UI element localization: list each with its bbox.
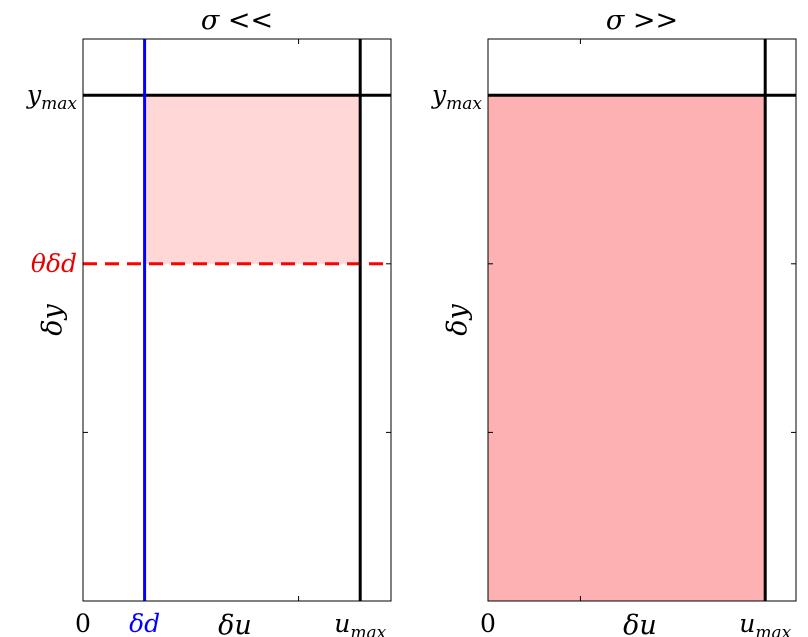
chart-2: 0 umax ymax σ >> δu δy — [431, 5, 797, 637]
chart-1-x-tick-label-3: umax — [334, 609, 386, 637]
chart-1: 0 δd umax θδd ymax σ << δu δy — [26, 5, 392, 637]
chart-1-y-tick-label-2: ymax — [26, 80, 77, 114]
chart-1-x-axis-label: δu — [218, 610, 252, 637]
chart-1-y-tick-label-1: θδd — [31, 249, 77, 278]
chart-1-x-tick-label-0: 0 — [75, 609, 91, 637]
chart-2-x-tick-label-0: 0 — [480, 609, 496, 637]
chart-1-title: σ << — [201, 5, 273, 36]
chart-1-shaded-region — [144, 95, 361, 264]
chart-2-title: σ >> — [606, 5, 678, 36]
chart-2-y-tick-label-2: ymax — [431, 80, 482, 114]
chart-1-x-tick-label-1: δd — [129, 609, 160, 637]
chart-2-y-axis-label: δy — [442, 304, 473, 336]
chart-2-x-tick-label-2: umax — [739, 609, 791, 637]
chart-2-x-axis-label: δu — [623, 610, 657, 637]
chart-1-axes-frame — [82, 38, 392, 602]
chart-2-shaded-region — [488, 95, 766, 601]
chart-1-y-axis-label: δy — [37, 304, 68, 336]
chart-2-axes-frame — [487, 38, 797, 602]
